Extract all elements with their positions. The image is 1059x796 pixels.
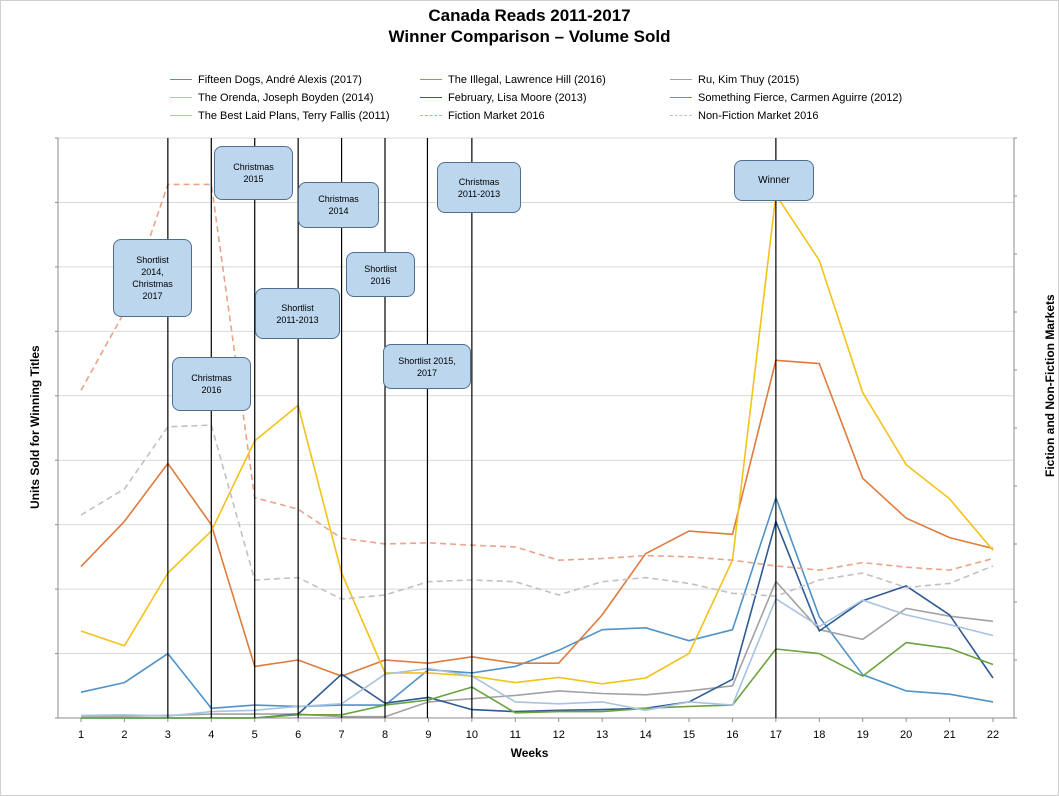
callout-shortlist-2015-2017: Shortlist 2015, 2017 — [383, 344, 471, 389]
series-lines — [80, 183, 994, 719]
x-tick-label: 10 — [466, 729, 478, 741]
chart-title-line-2: Winner Comparison – Volume Sold — [388, 27, 671, 46]
callout-shortlist-2016: Shortlist 2016 — [346, 252, 415, 297]
x-tick-label: 8 — [382, 729, 388, 741]
legend-swatch — [420, 115, 442, 116]
legend-label: The Illegal, Lawrence Hill (2016) — [448, 74, 606, 86]
x-tick-label: 21 — [943, 729, 955, 741]
x-tick-label: 16 — [726, 729, 738, 741]
callout-shortlist-2011-2013: Shortlist 2011-2013 — [255, 288, 340, 339]
x-tick-labels: 1 2 3 4 5 6 7 8 9 10 11 12 13 14 15 16 17 18 19 20 21 22 — [78, 729, 999, 741]
callout-christmas-2016: Christmas 2016 — [172, 357, 251, 411]
legend-swatch — [170, 79, 192, 80]
vertical-markers — [167, 138, 777, 718]
gridlines — [58, 137, 1014, 655]
x-tick-label: 4 — [208, 729, 214, 741]
series-line-ru-kim-thuy-2015 — [81, 580, 994, 718]
y-axis-label-left: Units Sold for Winning Titles — [28, 345, 42, 509]
x-tick-label: 14 — [639, 729, 651, 741]
axis-ticks — [55, 137, 1017, 722]
legend-swatch — [670, 115, 692, 116]
series-line-something-fierce-carmen-aguirre-2012 — [81, 641, 994, 719]
series-line-fiction-market-2016 — [80, 183, 994, 571]
x-axis-label: Weeks — [510, 746, 549, 760]
callout-winner: Winner — [734, 160, 814, 201]
legend-label: The Best Laid Plans, Terry Fallis (2011) — [198, 110, 390, 122]
x-tick-label: 7 — [339, 729, 345, 741]
x-tick-label: 17 — [770, 729, 782, 741]
series-line-the-best-laid-plans-terry-fallis-2011 — [80, 597, 994, 717]
series-line-the-illegal-lawrence-hill-2016 — [80, 359, 994, 677]
legend-swatch — [170, 97, 192, 98]
legend-label: Ru, Kim Thuy (2015) — [698, 74, 800, 86]
callout-shortlist-2014-christmas-2017: Shortlist 2014, Christmas 2017 — [113, 239, 192, 317]
y-axis-label-right: Fiction and Non-Fiction Markets — [1043, 294, 1057, 477]
legend-swatch — [420, 79, 442, 80]
legend-label: Non-Fiction Market 2016 — [698, 110, 819, 122]
x-tick-label: 6 — [295, 729, 301, 741]
legend-label: February, Lisa Moore (2013) — [448, 92, 587, 104]
series-line-february-lisa-moore-2013 — [81, 520, 994, 719]
series-line-the-orenda-joseph-boyden-2014 — [80, 193, 994, 685]
callout-christmas-2014: Christmas 2014 — [298, 182, 379, 228]
legend-swatch — [670, 79, 692, 80]
chart-title-line-1: Canada Reads 2011-2017 — [428, 6, 631, 25]
x-tick-label: 15 — [683, 729, 695, 741]
x-tick-label: 11 — [510, 729, 521, 741]
x-tick-label: 9 — [425, 729, 431, 741]
callout-christmas-2015: Christmas 2015 — [214, 146, 293, 200]
x-tick-label: 13 — [596, 729, 608, 741]
legend-label: Fifteen Dogs, André Alexis (2017) — [198, 74, 362, 86]
legend-label: Fiction Market 2016 — [448, 110, 545, 122]
legend-swatch — [670, 97, 692, 98]
x-tick-label: 20 — [900, 729, 912, 741]
x-tick-label: 19 — [857, 729, 869, 741]
x-tick-label: 3 — [165, 729, 171, 741]
legend-swatch — [420, 97, 442, 98]
legend-swatch — [170, 115, 192, 116]
series-line-non-fiction-market-2016 — [80, 424, 994, 600]
series-line-fifteen-dogs-andr-alexis-2017 — [80, 496, 994, 710]
x-tick-label: 12 — [553, 729, 565, 741]
x-tick-label: 18 — [813, 729, 825, 741]
x-tick-label: 2 — [121, 729, 127, 741]
callout-christmas-2011-2013: Christmas 2011-2013 — [437, 162, 521, 213]
x-tick-label: 1 — [78, 729, 84, 741]
x-tick-label: 22 — [987, 729, 999, 741]
axes — [57, 138, 1015, 719]
x-tick-label: 5 — [252, 729, 258, 741]
legend-label: Something Fierce, Carmen Aguirre (2012) — [698, 92, 903, 104]
legend-label: The Orenda, Joseph Boyden (2014) — [198, 92, 374, 104]
